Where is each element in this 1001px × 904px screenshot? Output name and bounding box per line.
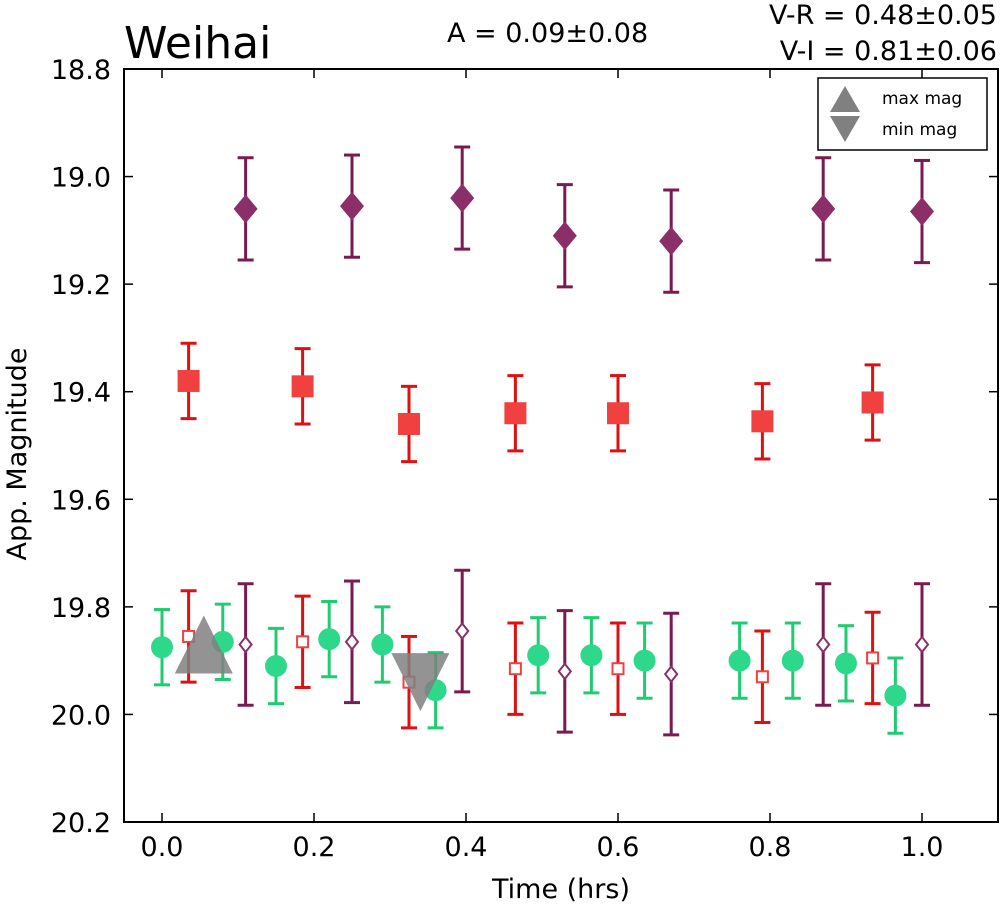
data-point-diamond-filled: [450, 183, 475, 213]
data-point-circle-filled: [151, 636, 173, 659]
y-tick-label: 19.0: [51, 163, 111, 194]
chart-title: Weihai: [124, 18, 271, 69]
data-point-diamond-filled: [659, 226, 684, 256]
data-point-square-filled: [751, 410, 774, 433]
min-mag-marker: [391, 653, 450, 712]
data-point-diamond-filled: [552, 221, 577, 251]
data-point-diamond-filled: [233, 194, 258, 224]
data-point-square-open: [296, 635, 310, 649]
y-axis-label: App. Magnitude: [2, 348, 33, 561]
data-point-square-open: [508, 662, 522, 676]
data-point-square-open: [866, 651, 880, 665]
y-tick-label: 19.6: [51, 485, 111, 516]
data-point-diamond-filled: [910, 197, 934, 226]
x-tick-label: 0.8: [749, 832, 792, 863]
data-point-diamond-open: [238, 635, 253, 654]
legend-min-mag-label: min mag: [882, 120, 957, 140]
data-point-square-filled: [177, 369, 200, 392]
data-point-diamond-open: [454, 621, 470, 641]
x-tick-label: 0.4: [445, 832, 488, 863]
legend-max-mag-label: max mag: [882, 89, 962, 109]
y-tick-label: 19.8: [51, 593, 111, 624]
legend-min-mag-icon: [830, 116, 860, 142]
y-tick-label: 18.8: [51, 55, 111, 86]
legend: max mag min mag: [817, 77, 988, 151]
x-axis-label: Time (hrs): [491, 874, 630, 904]
data-point-square-open: [611, 662, 625, 676]
x-tick-label: 1.0: [901, 832, 944, 863]
data-point-circle-filled: [781, 649, 804, 672]
data-point-diamond-filled: [811, 194, 836, 224]
data-point-square-open: [755, 670, 769, 684]
data-point-diamond-filled: [340, 191, 364, 221]
amplitude-annotation: A = 0.09±0.08: [447, 18, 648, 49]
axes: 0.0 0.2 0.4 0.6 0.8 1.0 18.8 19.0 19.2 19.4 19.6 19…: [51, 55, 999, 863]
data-point-square-filled: [291, 375, 314, 398]
data-point-square-filled: [861, 391, 884, 414]
data-point-diamond-open: [663, 664, 679, 684]
y-tick-label: 20.0: [51, 700, 111, 731]
axes-frame: [123, 68, 999, 823]
max-mag-marker: [174, 615, 233, 674]
data-point-circle-filled: [884, 684, 907, 707]
x-tick-label: 0.0: [141, 832, 184, 863]
y-tick-label: 19.2: [51, 270, 111, 301]
data-point-circle-filled: [265, 655, 287, 678]
y-tick-label: 19.4: [51, 378, 111, 409]
data-point-square-filled: [398, 412, 420, 435]
x-tick-label: 0.2: [293, 832, 336, 863]
y-tick-label: 20.2: [51, 808, 111, 839]
data-point-circle-filled: [371, 633, 394, 656]
data-point-diamond-open: [557, 662, 573, 681]
data-point-square-filled: [607, 402, 629, 425]
plot-area: [151, 145, 934, 737]
data-point-circle-filled: [318, 628, 341, 651]
data-point-circle-filled: [580, 644, 603, 667]
data-point-diamond-open: [914, 635, 930, 654]
data-point-square-filled: [504, 402, 527, 425]
data-point-circle-filled: [633, 649, 656, 672]
x-tick-label: 0.6: [597, 832, 640, 863]
v-i-annotation: V-I = 0.81±0.06: [780, 36, 997, 67]
v-r-annotation: V-R = 0.48±0.05: [769, 0, 997, 31]
data-point-diamond-open: [344, 632, 360, 651]
data-point-circle-filled: [835, 652, 857, 675]
legend-max-mag-icon: [830, 86, 860, 112]
data-point-circle-filled: [527, 644, 550, 667]
data-point-diamond-open: [815, 635, 831, 654]
data-point-circle-filled: [728, 649, 751, 672]
